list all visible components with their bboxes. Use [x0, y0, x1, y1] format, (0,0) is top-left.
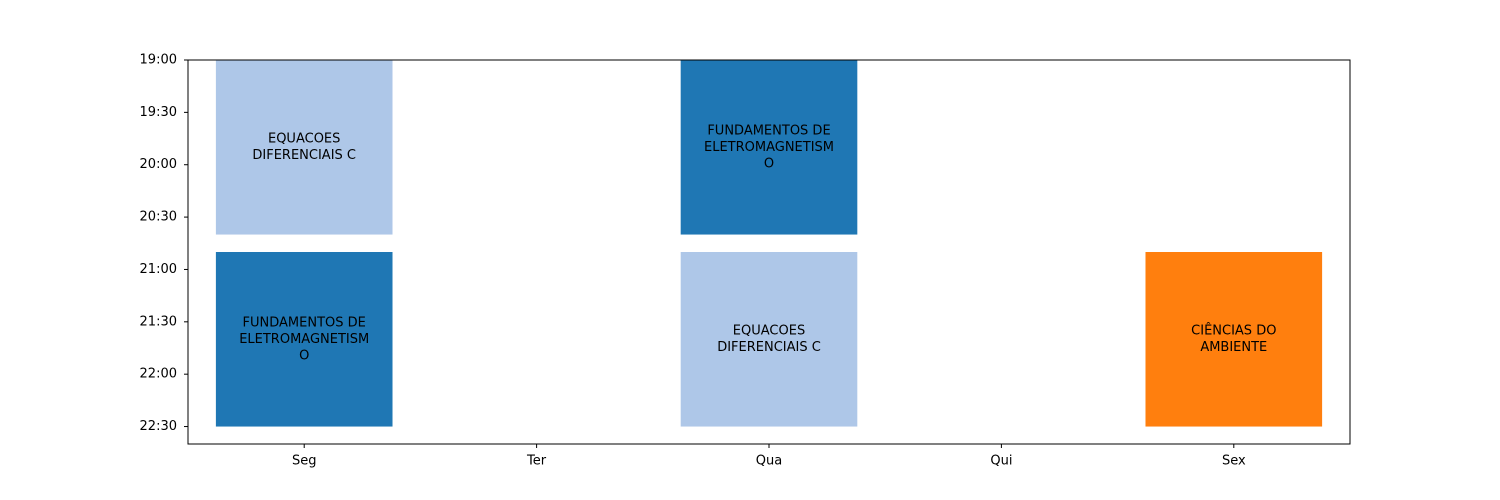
- schedule-block-label: DIFERENCIAIS C: [717, 340, 821, 355]
- y-tick-label: 22:00: [140, 367, 177, 382]
- y-tick-label: 20:00: [140, 157, 177, 172]
- schedule-block-label: O: [764, 156, 774, 171]
- schedule-block: [680, 60, 858, 235]
- schedule-block: [215, 60, 393, 235]
- schedule-block: [1145, 252, 1323, 427]
- x-tick-label: Qui: [990, 454, 1012, 469]
- x-tick-label: Qua: [756, 454, 782, 469]
- y-tick-label: 21:00: [140, 262, 177, 277]
- y-tick-label: 22:30: [140, 419, 177, 434]
- y-axis: 19:00 19:30 20:00 20:30 21:00 21:30 22:00 22:30: [140, 53, 188, 434]
- x-tick-label: Seg: [292, 454, 317, 469]
- schedule-block: [215, 252, 393, 427]
- x-axis: Seg Ter Qua Qui Sex: [292, 444, 1246, 469]
- schedule-block-label: O: [299, 348, 309, 363]
- schedule-block-label: CIÊNCIAS DO: [1191, 323, 1276, 339]
- x-tick-label: Sex: [1222, 454, 1246, 469]
- schedule-block-label: FUNDAMENTOS DE: [243, 315, 366, 330]
- schedule-block-label: ELETROMAGNETISM: [704, 140, 834, 155]
- x-tick-label: Ter: [526, 454, 547, 469]
- schedule-block-label: EQUACOES: [733, 324, 805, 339]
- schedule-block: [680, 252, 858, 427]
- schedule-block-label: FUNDAMENTOS DE: [707, 123, 830, 138]
- y-tick-label: 21:30: [140, 314, 177, 329]
- schedule-block-label: AMBIENTE: [1200, 340, 1267, 355]
- schedule-block-label: DIFERENCIAIS C: [252, 148, 356, 163]
- y-tick-label: 19:30: [140, 105, 177, 120]
- schedule-block-label: ELETROMAGNETISM: [239, 332, 369, 347]
- y-tick-label: 20:30: [140, 210, 177, 225]
- schedule-block-label: EQUACOES: [268, 132, 340, 147]
- y-tick-label: 19:00: [140, 53, 177, 68]
